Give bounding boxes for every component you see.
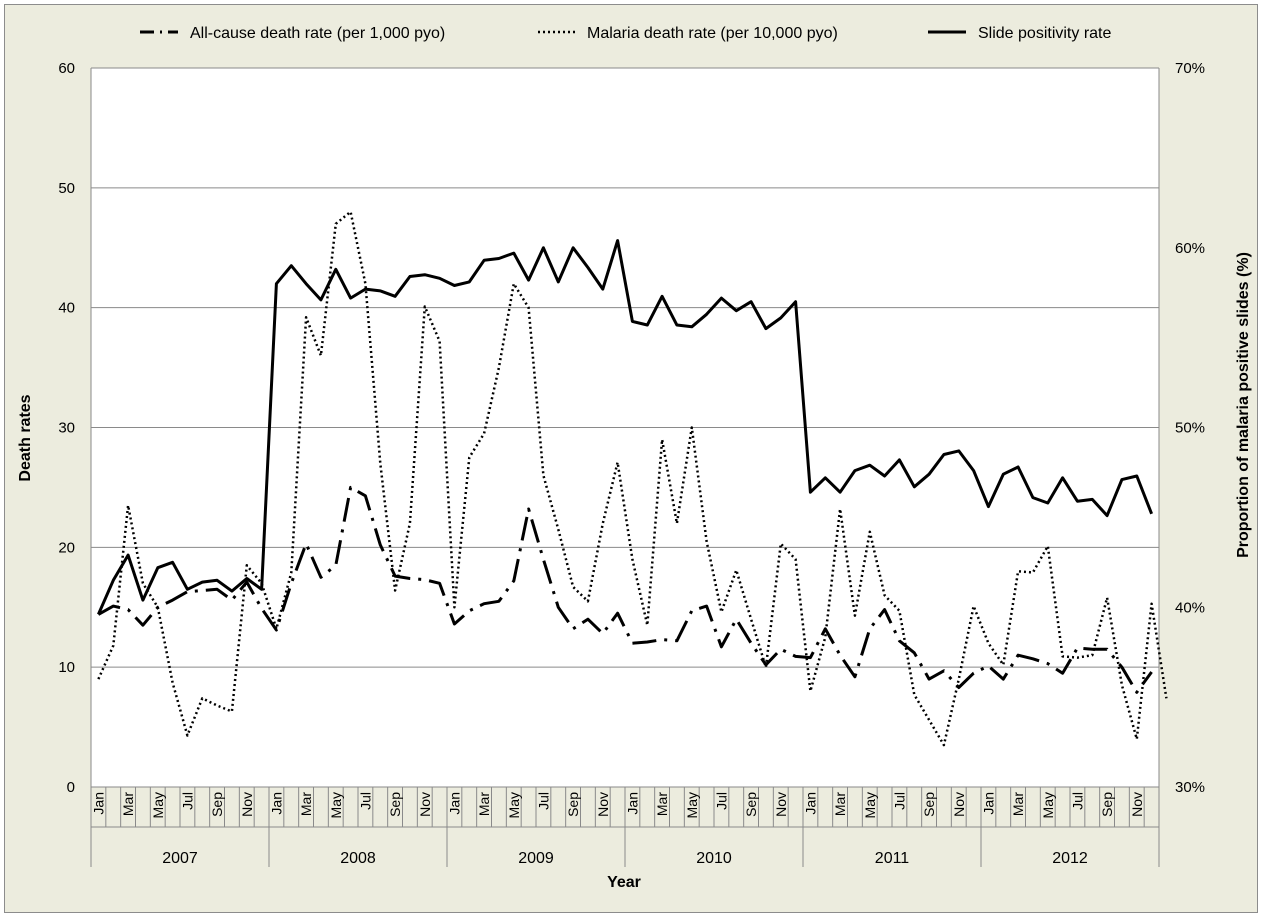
legend: All-cause death rate (per 1,000 pyo) Mal… — [140, 25, 1111, 42]
month-label: Jan — [802, 792, 818, 815]
series-malaria-death-rate — [97, 210, 1168, 747]
month-label: Mar — [476, 792, 492, 816]
month-label: May — [1040, 792, 1056, 818]
month-label: Mar — [832, 792, 848, 816]
year-label: 2012 — [1052, 850, 1088, 867]
legend-item-all-cause: All-cause death rate (per 1,000 pyo) — [140, 25, 445, 42]
left-tick-label: 0 — [67, 779, 75, 796]
year-label: 2007 — [162, 850, 198, 867]
month-label: Jan — [90, 792, 106, 815]
month-label: Nov — [417, 792, 433, 817]
month-label: Jul — [1069, 792, 1085, 810]
year-label: 2008 — [340, 850, 376, 867]
right-tick-label: 40% — [1175, 599, 1205, 616]
month-label: May — [328, 792, 344, 818]
year-label: 2010 — [696, 850, 732, 867]
month-label: Jul — [891, 792, 907, 810]
series-all-cause-death-rate — [97, 485, 1153, 694]
left-tick-label: 50 — [58, 180, 75, 197]
month-label: Sep — [1099, 792, 1115, 817]
month-label: Sep — [209, 792, 225, 817]
month-label: Sep — [387, 792, 403, 817]
month-label: Jan — [624, 792, 640, 815]
right-tick-label: 60% — [1175, 240, 1205, 257]
series-slide-positivity-rate — [97, 239, 1153, 616]
year-label: 2011 — [875, 850, 910, 867]
month-label: Mar — [120, 792, 136, 816]
month-label: Jul — [535, 792, 551, 810]
left-tick-label: 30 — [58, 420, 75, 437]
left-axis-ticks: 0 10 20 30 40 50 60 — [58, 60, 75, 796]
x-axis: Jan Mar May Jul Sep Nov Jan Mar May Jul Sep Nov Jan M… — [90, 68, 1160, 867]
month-label: Nov — [773, 792, 789, 817]
legend-item-malaria-death: Malaria death rate (per 10,000 pyo) — [538, 25, 838, 42]
month-label: Sep — [743, 792, 759, 817]
month-label: Jan — [268, 792, 284, 815]
month-label: Nov — [951, 792, 967, 817]
legend-item-slide-positivity: Slide positivity rate — [928, 25, 1111, 42]
month-label: Nov — [595, 792, 611, 817]
right-tick-label: 70% — [1175, 60, 1205, 77]
month-label: Mar — [654, 792, 670, 816]
month-label: Mar — [298, 792, 314, 816]
legend-label-slide-positivity: Slide positivity rate — [978, 25, 1111, 42]
legend-label-all-cause: All-cause death rate (per 1,000 pyo) — [190, 25, 445, 42]
month-label: Mar — [1010, 792, 1026, 816]
month-label: Jan — [446, 792, 462, 815]
y-axis-title-left: Death rates — [17, 394, 34, 481]
left-tick-label: 40 — [58, 300, 75, 317]
month-label: May — [684, 792, 700, 818]
month-label: Nov — [1129, 792, 1145, 817]
month-label: Jul — [357, 792, 373, 810]
month-label: Jul — [179, 792, 195, 810]
month-label: May — [150, 792, 166, 818]
series-lines — [97, 210, 1168, 747]
month-label: May — [862, 792, 878, 818]
year-label: 2009 — [518, 850, 554, 867]
left-tick-label: 20 — [58, 539, 75, 556]
month-label: May — [506, 792, 522, 818]
left-tick-label: 10 — [58, 659, 75, 676]
y-axis-title-right: Proportion of malaria positive slides (%… — [1235, 252, 1252, 558]
month-label: Jan — [980, 792, 996, 815]
gridlines — [91, 67, 1159, 668]
month-label: Nov — [239, 792, 255, 817]
right-axis-ticks: 30% 40% 50% 60% 70% — [1175, 60, 1205, 796]
month-label: Sep — [921, 792, 937, 817]
month-label: Sep — [565, 792, 581, 817]
right-tick-label: 50% — [1175, 420, 1205, 437]
x-axis-title: Year — [607, 874, 641, 891]
legend-label-malaria-death: Malaria death rate (per 10,000 pyo) — [587, 25, 838, 42]
right-tick-label: 30% — [1175, 779, 1205, 796]
left-tick-label: 60 — [58, 60, 75, 77]
month-label: Jul — [713, 792, 729, 810]
